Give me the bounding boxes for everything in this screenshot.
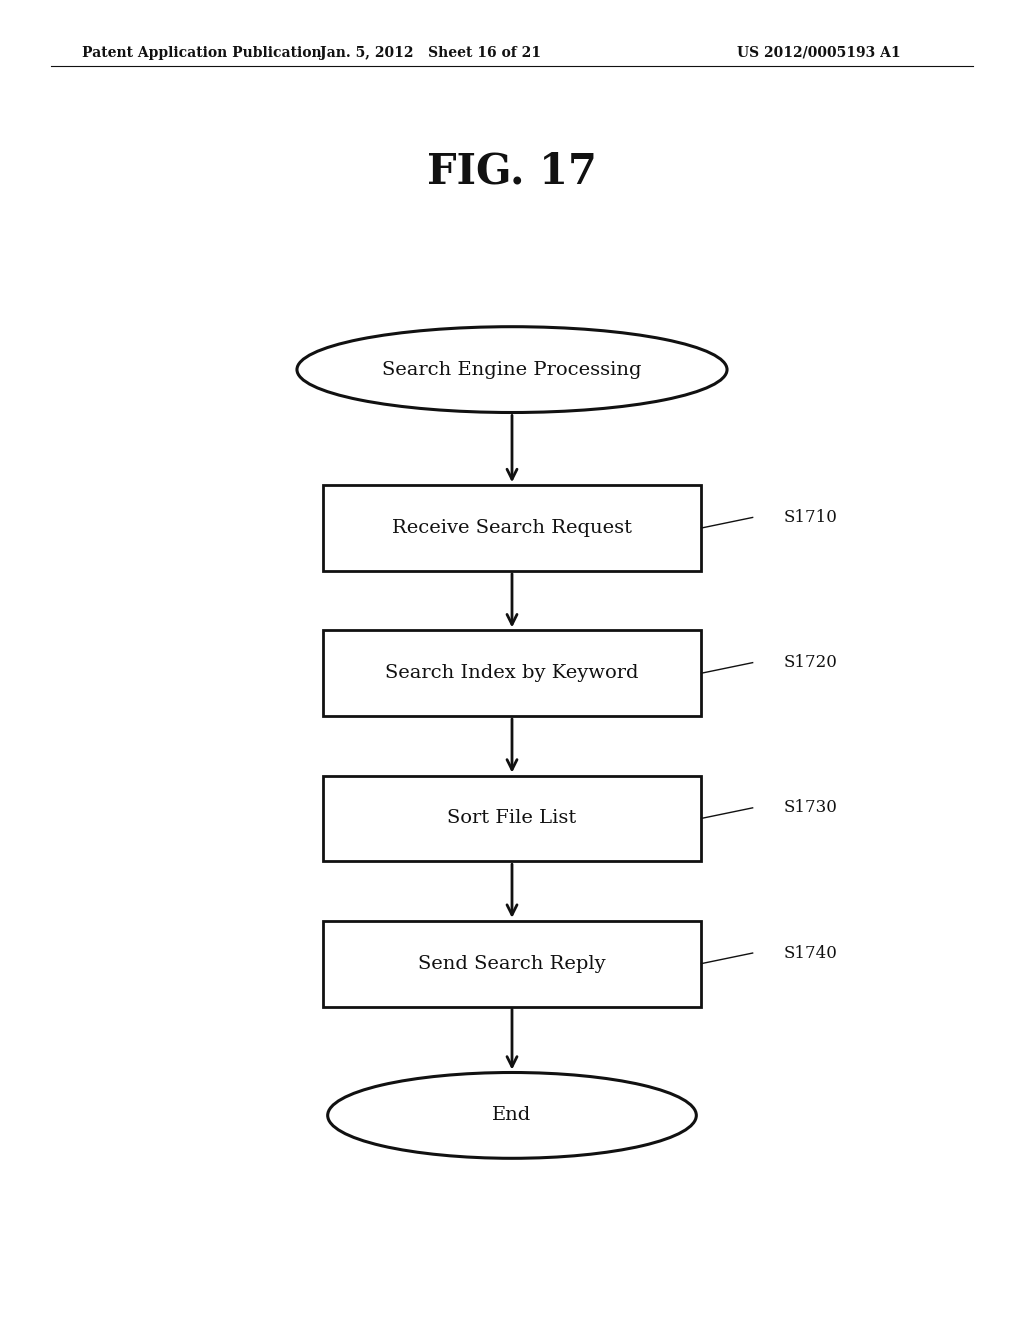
Text: S1710: S1710 — [783, 510, 838, 525]
Text: Receive Search Request: Receive Search Request — [392, 519, 632, 537]
FancyBboxPatch shape — [323, 631, 701, 715]
Ellipse shape — [328, 1072, 696, 1159]
Ellipse shape — [297, 327, 727, 412]
Text: Jan. 5, 2012   Sheet 16 of 21: Jan. 5, 2012 Sheet 16 of 21 — [319, 46, 541, 59]
Text: S1720: S1720 — [783, 655, 838, 671]
Text: S1730: S1730 — [783, 800, 838, 816]
Text: US 2012/0005193 A1: US 2012/0005193 A1 — [737, 46, 901, 59]
FancyBboxPatch shape — [323, 776, 701, 861]
Text: Search Index by Keyword: Search Index by Keyword — [385, 664, 639, 682]
Text: FIG. 17: FIG. 17 — [427, 150, 597, 193]
Text: Sort File List: Sort File List — [447, 809, 577, 828]
Text: Patent Application Publication: Patent Application Publication — [82, 46, 322, 59]
Text: Send Search Reply: Send Search Reply — [418, 954, 606, 973]
FancyBboxPatch shape — [323, 484, 701, 570]
Text: S1740: S1740 — [783, 945, 838, 961]
Text: Search Engine Processing: Search Engine Processing — [382, 360, 642, 379]
Text: End: End — [493, 1106, 531, 1125]
FancyBboxPatch shape — [323, 921, 701, 1006]
